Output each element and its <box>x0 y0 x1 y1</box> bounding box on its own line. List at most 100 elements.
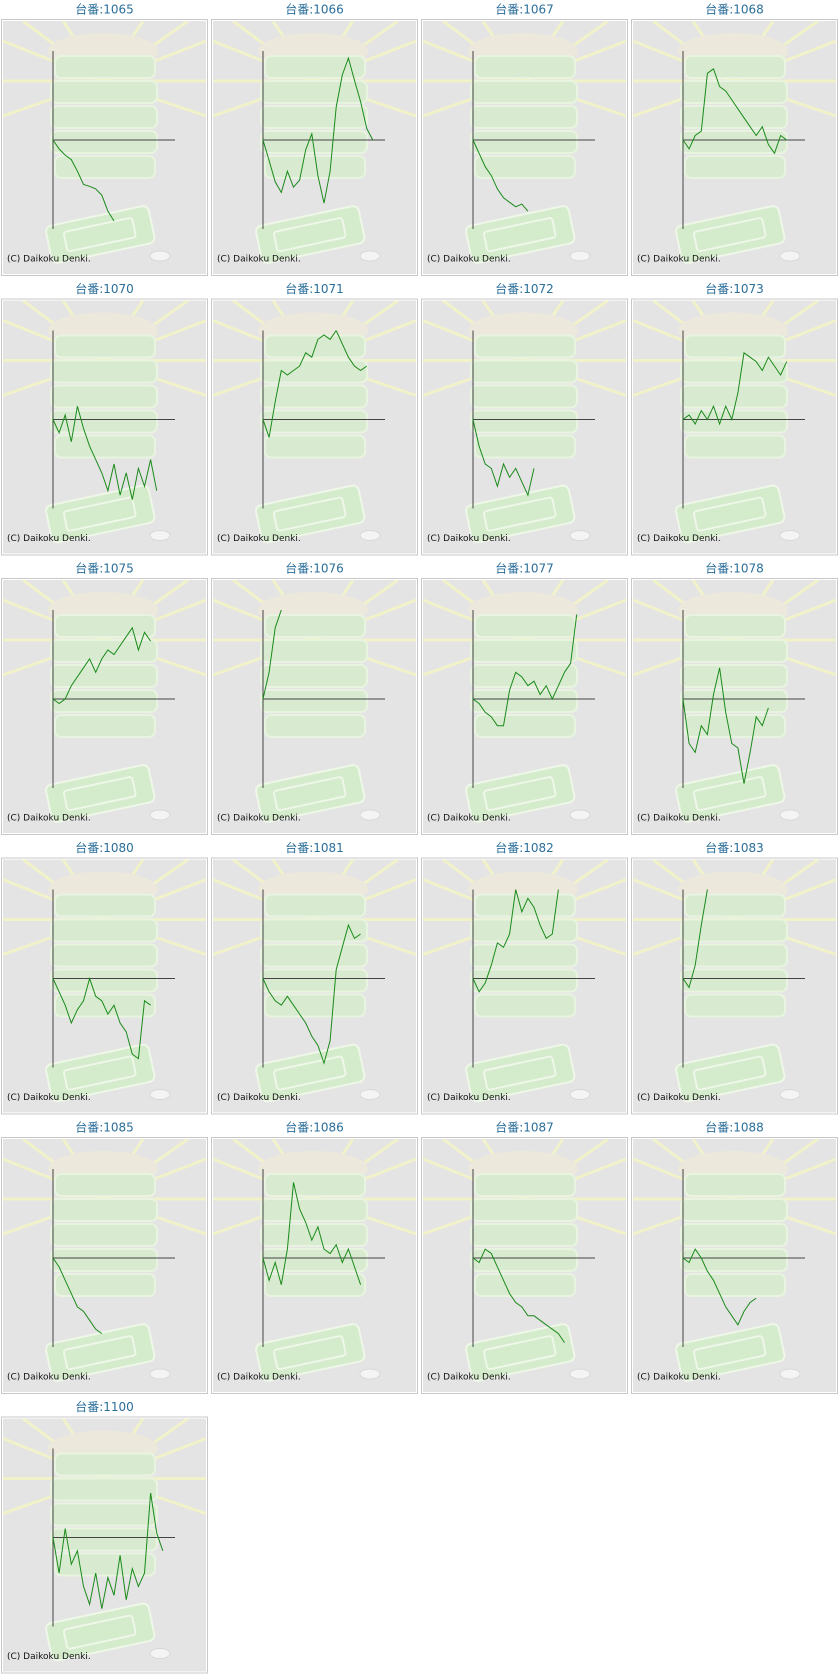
panel-background <box>3 1418 206 1672</box>
panel-title: 台番:1068 <box>705 2 764 17</box>
graph-panel: (C) Daikoku Denki. <box>211 857 418 1115</box>
panel-background <box>213 580 416 833</box>
panel-background <box>633 1139 836 1392</box>
panel-background <box>423 580 626 833</box>
panel-title: 台番:1078 <box>705 561 764 576</box>
copyright: (C) Daikoku Denki. <box>217 1373 301 1383</box>
copyright: (C) Daikoku Denki. <box>637 814 721 824</box>
data-line <box>52 406 158 500</box>
panel-background <box>213 859 416 1113</box>
copyright: (C) Daikoku Denki. <box>7 255 91 265</box>
graph-panel: (C) Daikoku Denki. <box>421 1137 628 1394</box>
data-line <box>52 1257 103 1335</box>
data-line <box>262 610 282 700</box>
copyright: (C) Daikoku Denki. <box>217 814 301 824</box>
graph-panel: (C) Daikoku Denki. <box>421 298 628 556</box>
graph-panel: (C) Daikoku Denki. <box>631 1137 838 1394</box>
data-line <box>262 923 361 1065</box>
graph-panel: (C) Daikoku Denki. <box>421 19 628 276</box>
panel-background <box>633 300 836 554</box>
panel-background <box>3 1139 206 1392</box>
copyright: (C) Daikoku Denki. <box>427 814 511 824</box>
panel-background <box>213 1139 416 1392</box>
graph-panel: (C) Daikoku Denki. <box>1 1416 208 1674</box>
graph-panel: (C) Daikoku Denki. <box>631 857 838 1115</box>
copyright: (C) Daikoku Denki. <box>7 1093 91 1103</box>
copyright: (C) Daikoku Denki. <box>217 255 301 265</box>
panel-background <box>423 21 626 274</box>
panel-title: 台番:1081 <box>285 840 344 855</box>
panel-title: 台番:1070 <box>75 281 134 296</box>
panel-title: 台番:1082 <box>495 840 554 855</box>
panel-background <box>423 859 626 1113</box>
copyright: (C) Daikoku Denki. <box>427 534 511 544</box>
panel-title: 台番:1075 <box>75 561 134 576</box>
data-line <box>682 351 788 426</box>
panel-background <box>3 21 206 274</box>
graph-panel: (C) Daikoku Denki. <box>211 298 418 556</box>
graph-panel: (C) Daikoku Denki. <box>1 578 208 835</box>
data-line <box>472 419 535 497</box>
data-line <box>472 614 578 727</box>
panel-title: 台番:1067 <box>495 2 554 17</box>
panel-background <box>423 1139 626 1392</box>
panel-title: 台番:1088 <box>705 1120 764 1135</box>
panel-title: 台番:1080 <box>75 840 134 855</box>
data-line <box>52 626 152 705</box>
data-line <box>262 330 367 438</box>
data-line <box>52 139 115 222</box>
copyright: (C) Daikoku Denki. <box>637 1373 721 1383</box>
data-line <box>682 667 769 784</box>
data-line <box>262 1182 362 1285</box>
data-line <box>472 889 559 993</box>
copyright: (C) Daikoku Denki. <box>637 534 721 544</box>
data-line <box>472 139 529 212</box>
panel-background <box>3 580 206 833</box>
copyright: (C) Daikoku Denki. <box>427 255 511 265</box>
copyright: (C) Daikoku Denki. <box>217 534 301 544</box>
graph-panel: (C) Daikoku Denki. <box>1 19 208 276</box>
graph-panel: (C) Daikoku Denki. <box>1 857 208 1115</box>
panel-background <box>423 300 626 554</box>
panel-title: 台番:1076 <box>285 561 344 576</box>
graph-panel: (C) Daikoku Denki. <box>1 298 208 556</box>
graph-panel: (C) Daikoku Denki. <box>1 1137 208 1394</box>
panel-title: 台番:1073 <box>705 281 764 296</box>
panel-title: 台番:1083 <box>705 840 764 855</box>
copyright: (C) Daikoku Denki. <box>637 255 721 265</box>
data-line <box>682 889 708 989</box>
copyright: (C) Daikoku Denki. <box>427 1093 511 1103</box>
panel-background <box>633 580 836 833</box>
panel-background <box>213 21 416 274</box>
copyright: (C) Daikoku Denki. <box>7 1652 91 1662</box>
data-line <box>52 976 151 1060</box>
graph-panel: (C) Daikoku Denki. <box>211 19 418 276</box>
panel-background <box>213 300 416 554</box>
panel-title: 台番:1086 <box>285 1120 344 1135</box>
data-line <box>682 67 787 155</box>
panel-background <box>3 300 206 554</box>
panel-title: 台番:1100 <box>75 1399 134 1414</box>
graph-panel: (C) Daikoku Denki. <box>421 857 628 1115</box>
copyright: (C) Daikoku Denki. <box>637 1093 721 1103</box>
copyright: (C) Daikoku Denki. <box>7 534 91 544</box>
data-line <box>472 1248 565 1343</box>
copyright: (C) Daikoku Denki. <box>7 814 91 824</box>
copyright: (C) Daikoku Denki. <box>7 1373 91 1383</box>
graph-panel: (C) Daikoku Denki. <box>631 19 838 276</box>
graph-panel: (C) Daikoku Denki. <box>211 578 418 835</box>
copyright: (C) Daikoku Denki. <box>427 1373 511 1383</box>
data-line <box>262 56 374 204</box>
panel-background <box>633 21 836 274</box>
graph-panel: (C) Daikoku Denki. <box>211 1137 418 1394</box>
panel-title: 台番:1066 <box>285 2 344 17</box>
panel-title: 台番:1065 <box>75 2 134 17</box>
graph-panel: (C) Daikoku Denki. <box>421 578 628 835</box>
panel-title: 台番:1072 <box>495 281 554 296</box>
panel-title: 台番:1087 <box>495 1120 554 1135</box>
panel-title: 台番:1085 <box>75 1120 134 1135</box>
panel-title: 台番:1071 <box>285 281 344 296</box>
graph-panel: (C) Daikoku Denki. <box>631 578 838 835</box>
